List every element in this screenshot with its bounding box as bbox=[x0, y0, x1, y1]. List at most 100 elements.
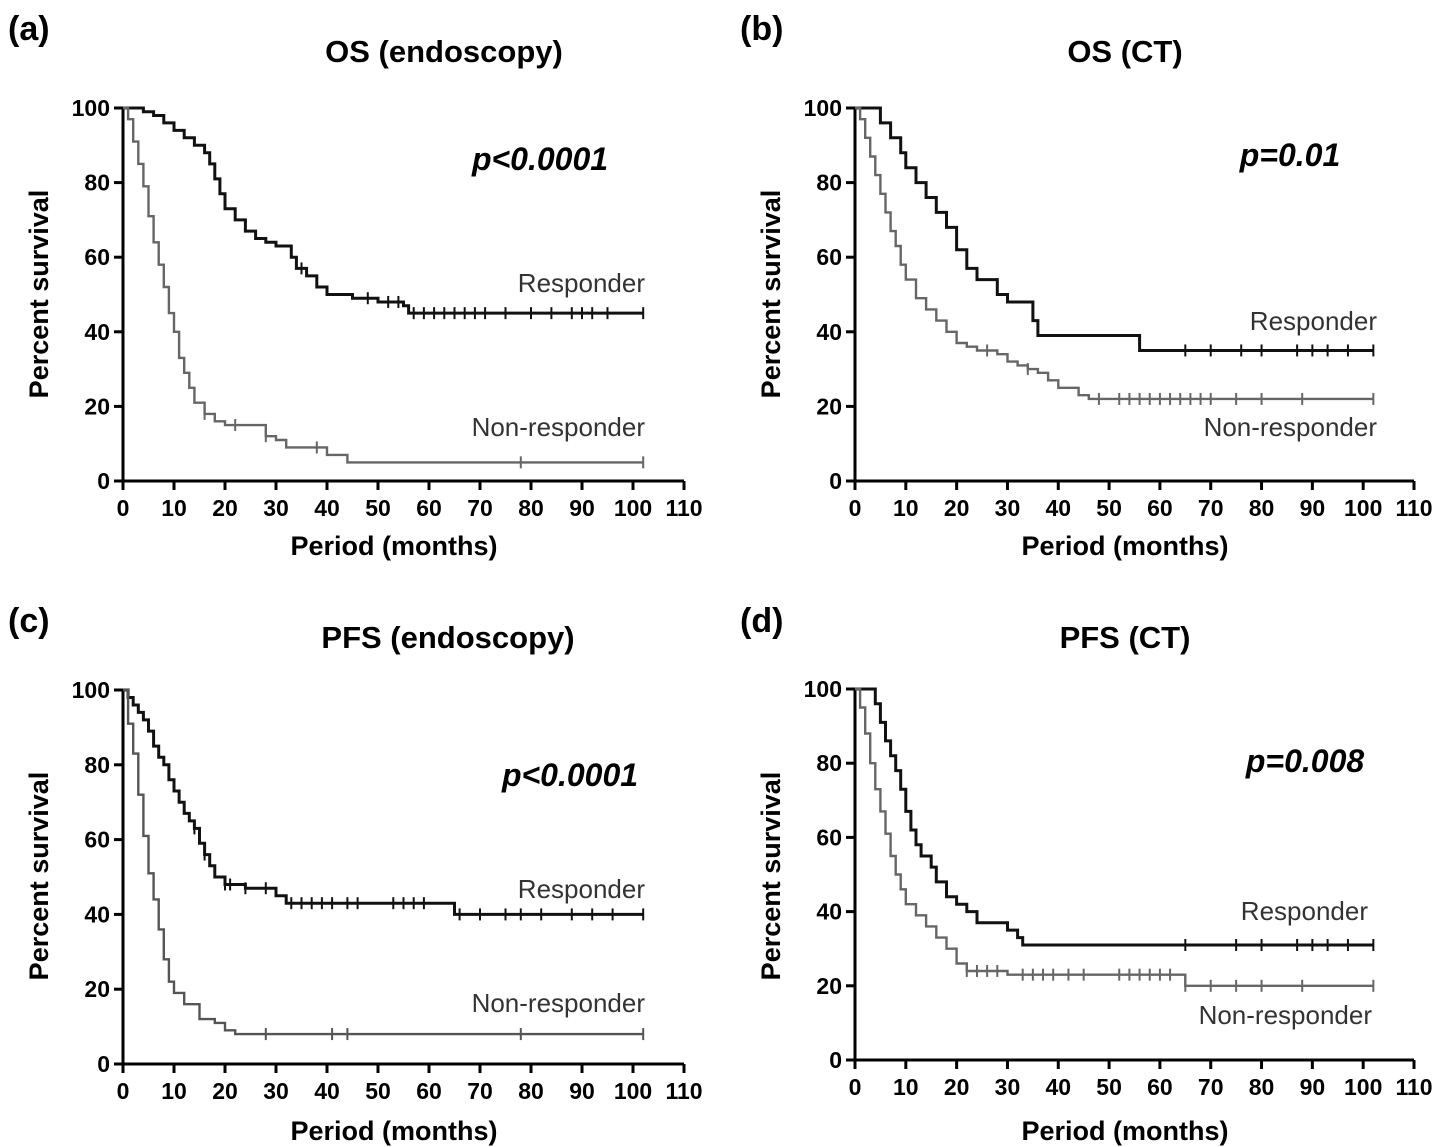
panel-d-x-tick-label: 60 bbox=[1147, 1074, 1173, 1100]
panel-b-x-tick-label: 50 bbox=[1096, 495, 1122, 521]
panel-d-x-tick-label: 70 bbox=[1198, 1074, 1224, 1100]
panel-a-x-tick-label: 30 bbox=[263, 495, 289, 521]
panel-b-y-tick-label: 0 bbox=[829, 468, 842, 494]
panel-c-plot-area: 0 20 40 60 80 100 0 10 20 30 40 50 60 70 80 90 100 110 bbox=[72, 677, 703, 1104]
panel-letter-d: (d) bbox=[740, 602, 783, 640]
panel-c-x-tick-label: 50 bbox=[365, 1078, 391, 1104]
panel-a-x-tick-label: 40 bbox=[314, 495, 340, 521]
panel-d-x-axis-label: Period (months) bbox=[1022, 1116, 1229, 1146]
panel-d-p-value: p=0.008 bbox=[1245, 743, 1365, 779]
panel-b-y-tick-label: 40 bbox=[816, 319, 842, 345]
panel-d-title: PFS (CT) bbox=[1060, 620, 1191, 655]
panel-a-non-responder-curve bbox=[123, 106, 644, 464]
panel-c-x-tick-label: 30 bbox=[263, 1078, 289, 1104]
panel-c-non-responder-curve bbox=[123, 688, 644, 1036]
panel-a-responder-curve bbox=[123, 106, 644, 315]
panel-d: (d) PFS (CT) p=0.008 Percent survival Pe… bbox=[740, 602, 1433, 1146]
panel-d-x-tick-label: 90 bbox=[1300, 1074, 1326, 1100]
panel-b-title: OS (CT) bbox=[1067, 34, 1182, 69]
panel-letter-a: (a) bbox=[8, 10, 50, 48]
panel-b-x-tick-label: 10 bbox=[893, 495, 919, 521]
panel-b-non-responder-label: Non-responder bbox=[1204, 412, 1378, 442]
panel-a-title: OS (endoscopy) bbox=[325, 34, 563, 69]
panel-c-x-tick-label: 0 bbox=[117, 1078, 130, 1104]
panel-a-x-tick-label: 70 bbox=[467, 495, 493, 521]
panel-c-x-axis-label: Period (months) bbox=[291, 1116, 498, 1146]
panel-b-non-responder-curve bbox=[855, 106, 1374, 401]
panel-d-y-axis-label: Percent survival bbox=[756, 772, 786, 981]
panel-a-x-tick-label: 0 bbox=[117, 495, 130, 521]
panel-d-x-tick-label: 10 bbox=[893, 1074, 919, 1100]
panel-b-plot-area: 0 20 40 60 80 100 0 10 20 30 40 50 60 70 80 90 100 110 bbox=[804, 95, 1433, 521]
panel-c-y-tick-label: 80 bbox=[84, 752, 110, 778]
panel-c: (c) PFS (endoscopy) p<0.0001 Percent sur… bbox=[8, 602, 703, 1146]
panel-d-responder-label: Responder bbox=[1241, 896, 1369, 926]
panel-d-x-tick-label: 110 bbox=[1395, 1074, 1432, 1100]
panel-b-y-axis-label: Percent survival bbox=[756, 190, 786, 399]
panel-d-y-tick-label: 40 bbox=[816, 899, 842, 925]
panel-b-y-tick-label: 20 bbox=[816, 393, 842, 419]
panel-c-x-tick-label: 60 bbox=[416, 1078, 442, 1104]
panel-b-responder-curve bbox=[855, 106, 1374, 352]
panel-b-x-tick-label: 0 bbox=[849, 495, 862, 521]
panel-c-x-tick-label: 40 bbox=[314, 1078, 340, 1104]
panel-a-x-tick-label: 90 bbox=[569, 495, 595, 521]
panel-a-x-tick-label: 80 bbox=[518, 495, 544, 521]
panel-a-y-tick-label: 60 bbox=[84, 244, 110, 270]
panel-a-x-tick-label: 10 bbox=[161, 495, 187, 521]
panel-a-x-tick-label: 20 bbox=[212, 495, 238, 521]
panel-d-plot-area: 0 20 40 60 80 100 0 10 20 30 40 50 60 70 80 90 100 110 bbox=[804, 676, 1433, 1100]
panel-d-non-responder-curve bbox=[855, 687, 1374, 987]
panel-a-y-tick-label: 40 bbox=[84, 319, 110, 345]
panel-b-y-tick-label: 80 bbox=[816, 170, 842, 196]
panel-b-y-tick-label: 100 bbox=[804, 95, 842, 121]
panel-c-x-tick-label: 70 bbox=[467, 1078, 493, 1104]
panel-a-x-tick-label: 110 bbox=[665, 495, 702, 521]
panel-a-y-tick-label: 80 bbox=[84, 170, 110, 196]
panel-b-x-tick-label: 70 bbox=[1198, 495, 1224, 521]
panel-a-x-tick-label: 60 bbox=[416, 495, 442, 521]
panel-c-x-tick-label: 80 bbox=[518, 1078, 544, 1104]
panel-d-y-tick-label: 100 bbox=[804, 676, 842, 702]
panel-d-x-tick-label: 20 bbox=[944, 1074, 970, 1100]
panel-a-x-tick-label: 100 bbox=[614, 495, 652, 521]
panel-c-y-axis-label: Percent survival bbox=[24, 772, 54, 981]
panel-d-y-tick-label: 80 bbox=[816, 750, 842, 776]
panel-c-y-tick-label: 20 bbox=[84, 976, 110, 1002]
panel-b-x-tick-label: 60 bbox=[1147, 495, 1173, 521]
panel-d-y-tick-label: 20 bbox=[816, 973, 842, 999]
panel-a-y-tick-label: 20 bbox=[84, 393, 110, 419]
panel-d-x-tick-label: 50 bbox=[1096, 1074, 1122, 1100]
panel-b-p-value: p=0.01 bbox=[1239, 137, 1341, 173]
panel-b-x-tick-label: 100 bbox=[1344, 495, 1382, 521]
panel-c-x-tick-label: 20 bbox=[212, 1078, 238, 1104]
panel-b-x-tick-label: 40 bbox=[1045, 495, 1071, 521]
panel-a-y-axis-label: Percent survival bbox=[24, 190, 54, 399]
panel-b-x-tick-label: 110 bbox=[1395, 495, 1432, 521]
panel-b: (b) OS (CT) p=0.01 Percent survival Peri… bbox=[740, 10, 1433, 561]
panel-a-x-tick-label: 50 bbox=[365, 495, 391, 521]
panel-c-non-responder-label: Non-responder bbox=[472, 988, 646, 1018]
panel-d-x-tick-label: 30 bbox=[995, 1074, 1021, 1100]
panel-a-responder-label: Responder bbox=[518, 268, 646, 298]
panel-a-x-axis-label: Period (months) bbox=[291, 531, 498, 561]
panel-c-y-tick-label: 40 bbox=[84, 901, 110, 927]
panel-a-plot-area: 0 20 40 60 80 100 0 10 20 30 40 50 60 70 80 90 100 110 bbox=[72, 95, 703, 521]
panel-c-y-tick-label: 100 bbox=[72, 677, 110, 703]
panel-c-responder-label: Responder bbox=[518, 874, 646, 904]
panel-d-responder-curve bbox=[855, 687, 1374, 947]
panel-b-x-tick-label: 90 bbox=[1300, 495, 1326, 521]
panel-b-x-tick-label: 30 bbox=[995, 495, 1021, 521]
panel-c-x-tick-label: 10 bbox=[161, 1078, 187, 1104]
panel-c-y-tick-label: 0 bbox=[97, 1051, 110, 1077]
panel-a-non-responder-label: Non-responder bbox=[472, 412, 646, 442]
panel-b-y-tick-label: 60 bbox=[816, 244, 842, 270]
panel-d-y-tick-label: 60 bbox=[816, 824, 842, 850]
panel-b-x-tick-label: 80 bbox=[1249, 495, 1275, 521]
panel-b-responder-label: Responder bbox=[1250, 306, 1378, 336]
panel-a-y-tick-label: 0 bbox=[97, 468, 110, 494]
panel-a-y-tick-label: 100 bbox=[72, 95, 110, 121]
panel-c-x-tick-label: 110 bbox=[665, 1078, 702, 1104]
panel-d-y-tick-label: 0 bbox=[829, 1047, 842, 1073]
